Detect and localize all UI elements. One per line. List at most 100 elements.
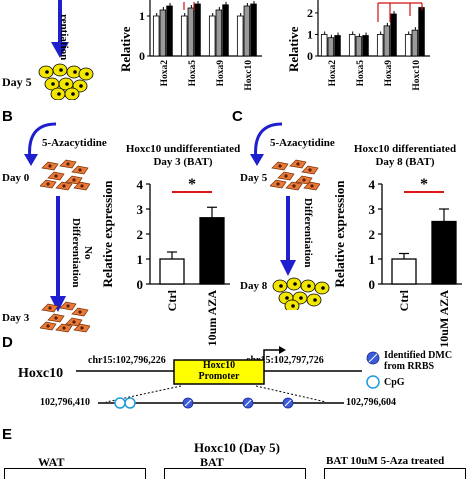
bar <box>362 35 369 57</box>
panel-c-day-end: Day 8 <box>240 280 268 292</box>
y-tick-label: 2 <box>137 227 144 242</box>
bar <box>159 258 185 285</box>
panel-c-cells-end <box>272 277 330 310</box>
dmc-hatch <box>284 399 292 407</box>
panel-d-coord-right: chr15:102,797,726 <box>246 355 324 366</box>
cell-nucleus <box>308 168 312 172</box>
x-tick-label: Hoxc10 <box>412 60 422 91</box>
panel-c-treatment-arrow <box>250 122 283 166</box>
significance-star: * <box>188 176 196 193</box>
y-tick-label: 4 <box>137 177 144 192</box>
cell-nucleus <box>293 282 297 286</box>
bar <box>404 34 412 57</box>
cell-nucleus <box>279 284 283 288</box>
cell-nucleus <box>54 316 58 320</box>
chart-a1: 0 1 Hoxa2 Hoxa5 Hoxa9 Hoxc10 <box>139 0 262 91</box>
x-tick-label: Hoxa9 <box>384 60 394 87</box>
panel-b-treatment: 5-Azacytidine <box>42 137 107 149</box>
panel-d-coord-left: chr15:102,796,226 <box>88 355 166 366</box>
panel-b-treatment-arrow <box>24 122 57 166</box>
panel-b-cells-start <box>40 159 90 191</box>
panel-b-title-line1: Hoxc10 undifferentiated <box>125 143 241 155</box>
x-tick-label: Ctrl <box>397 289 411 311</box>
bar <box>431 220 457 285</box>
legend-cpg: CpG <box>384 377 405 388</box>
day-label: Day 5 <box>2 75 32 89</box>
x-tick-label: Hoxc10 <box>244 60 254 91</box>
cells-differentiated <box>38 63 94 100</box>
promoter-label-1: Hoxc10 <box>202 360 236 371</box>
cell-nucleus <box>51 82 55 86</box>
bar <box>199 217 225 285</box>
cell-nucleus <box>80 326 84 330</box>
panel-c-flow-arrow <box>280 196 296 276</box>
significance-star: * <box>420 176 428 193</box>
cell-nucleus <box>276 182 280 186</box>
x-tick-label: Hoxa5 <box>188 60 198 87</box>
bar <box>208 15 216 57</box>
flow-arrow-label: rentiation <box>58 14 70 61</box>
legend-cpg-icon <box>366 375 380 389</box>
cell-nucleus <box>66 304 70 308</box>
flow-arrow-head <box>51 42 69 58</box>
bar <box>376 34 384 57</box>
tss-arrow-head <box>279 346 286 354</box>
cpg-site-circle <box>114 397 126 409</box>
y-tick-label: 1 <box>369 252 376 267</box>
bar <box>222 4 229 57</box>
panel-c-treatment: 5-Azacytidine <box>270 137 335 149</box>
panel-c-title-line2: Day 8 (BAT) <box>375 156 435 168</box>
y-tick-label: 1 <box>307 27 313 41</box>
promoter-box <box>173 359 265 385</box>
panel-e-title: Hoxc10 (Day 5) <box>194 440 280 455</box>
dmc-hatch <box>184 399 192 407</box>
bar <box>243 5 251 57</box>
cell-nucleus <box>46 182 50 186</box>
bar <box>390 13 397 57</box>
cell-nucleus <box>310 184 314 188</box>
bar <box>152 15 160 57</box>
cell-nucleus <box>45 70 49 74</box>
zoom-line-left <box>105 385 182 403</box>
panel-e-sub-bat-aza: BAT 10uM 5-Aza treated <box>326 455 445 467</box>
panel-c-day-start: Day 5 <box>240 172 268 184</box>
cell-nucleus <box>73 70 77 74</box>
x-tick-label: Hoxa2 <box>328 60 338 87</box>
bar <box>187 7 195 57</box>
chart-c: 0 1 2 3 4 Relative expression Ctrl 10uM AZA * <box>332 176 462 348</box>
panel-a-flow <box>51 0 69 58</box>
cell-nucleus <box>65 82 69 86</box>
cell-nucleus <box>284 174 288 178</box>
cell-nucleus <box>48 164 52 168</box>
cell-nucleus <box>285 296 289 300</box>
legend-dmc-line2: from RRBS <box>384 361 435 372</box>
bar <box>159 9 167 57</box>
cpg-region <box>98 397 344 409</box>
cell-nucleus <box>321 286 325 290</box>
cell-nucleus <box>46 324 50 328</box>
y-tick-label: 3 <box>369 202 376 217</box>
bar <box>355 36 363 57</box>
y-tick-label: 1 <box>139 9 145 23</box>
panel-b-cells-end <box>40 301 90 333</box>
cell-nucleus <box>80 184 84 188</box>
panel-c-title-line1: Hoxc10 differentiated <box>353 143 457 155</box>
panel-d-legend-symbols <box>366 351 380 389</box>
bar <box>327 37 335 57</box>
y-tick-label: 2 <box>307 6 313 20</box>
cell-nucleus <box>59 68 63 72</box>
panel-b-day-start: Day 0 <box>2 172 30 184</box>
y-tick-label: 0 <box>139 49 145 63</box>
panel-d-gene: Hoxc10 <box>18 366 64 381</box>
panel-b-arrow-text-2: Differentiation <box>70 218 82 288</box>
x-tick-label: Hoxa5 <box>356 60 366 87</box>
y-tick-label: 3 <box>137 202 144 217</box>
tss-arrow <box>263 349 282 360</box>
x-tick-label: 10uM AZA <box>437 290 451 348</box>
legend-dmc-line1: Identified DMC <box>384 350 453 361</box>
bar <box>166 5 173 57</box>
cell-nucleus <box>296 162 300 166</box>
cell-nucleus <box>62 184 66 188</box>
bar <box>320 34 328 57</box>
cell-nucleus <box>291 304 295 308</box>
